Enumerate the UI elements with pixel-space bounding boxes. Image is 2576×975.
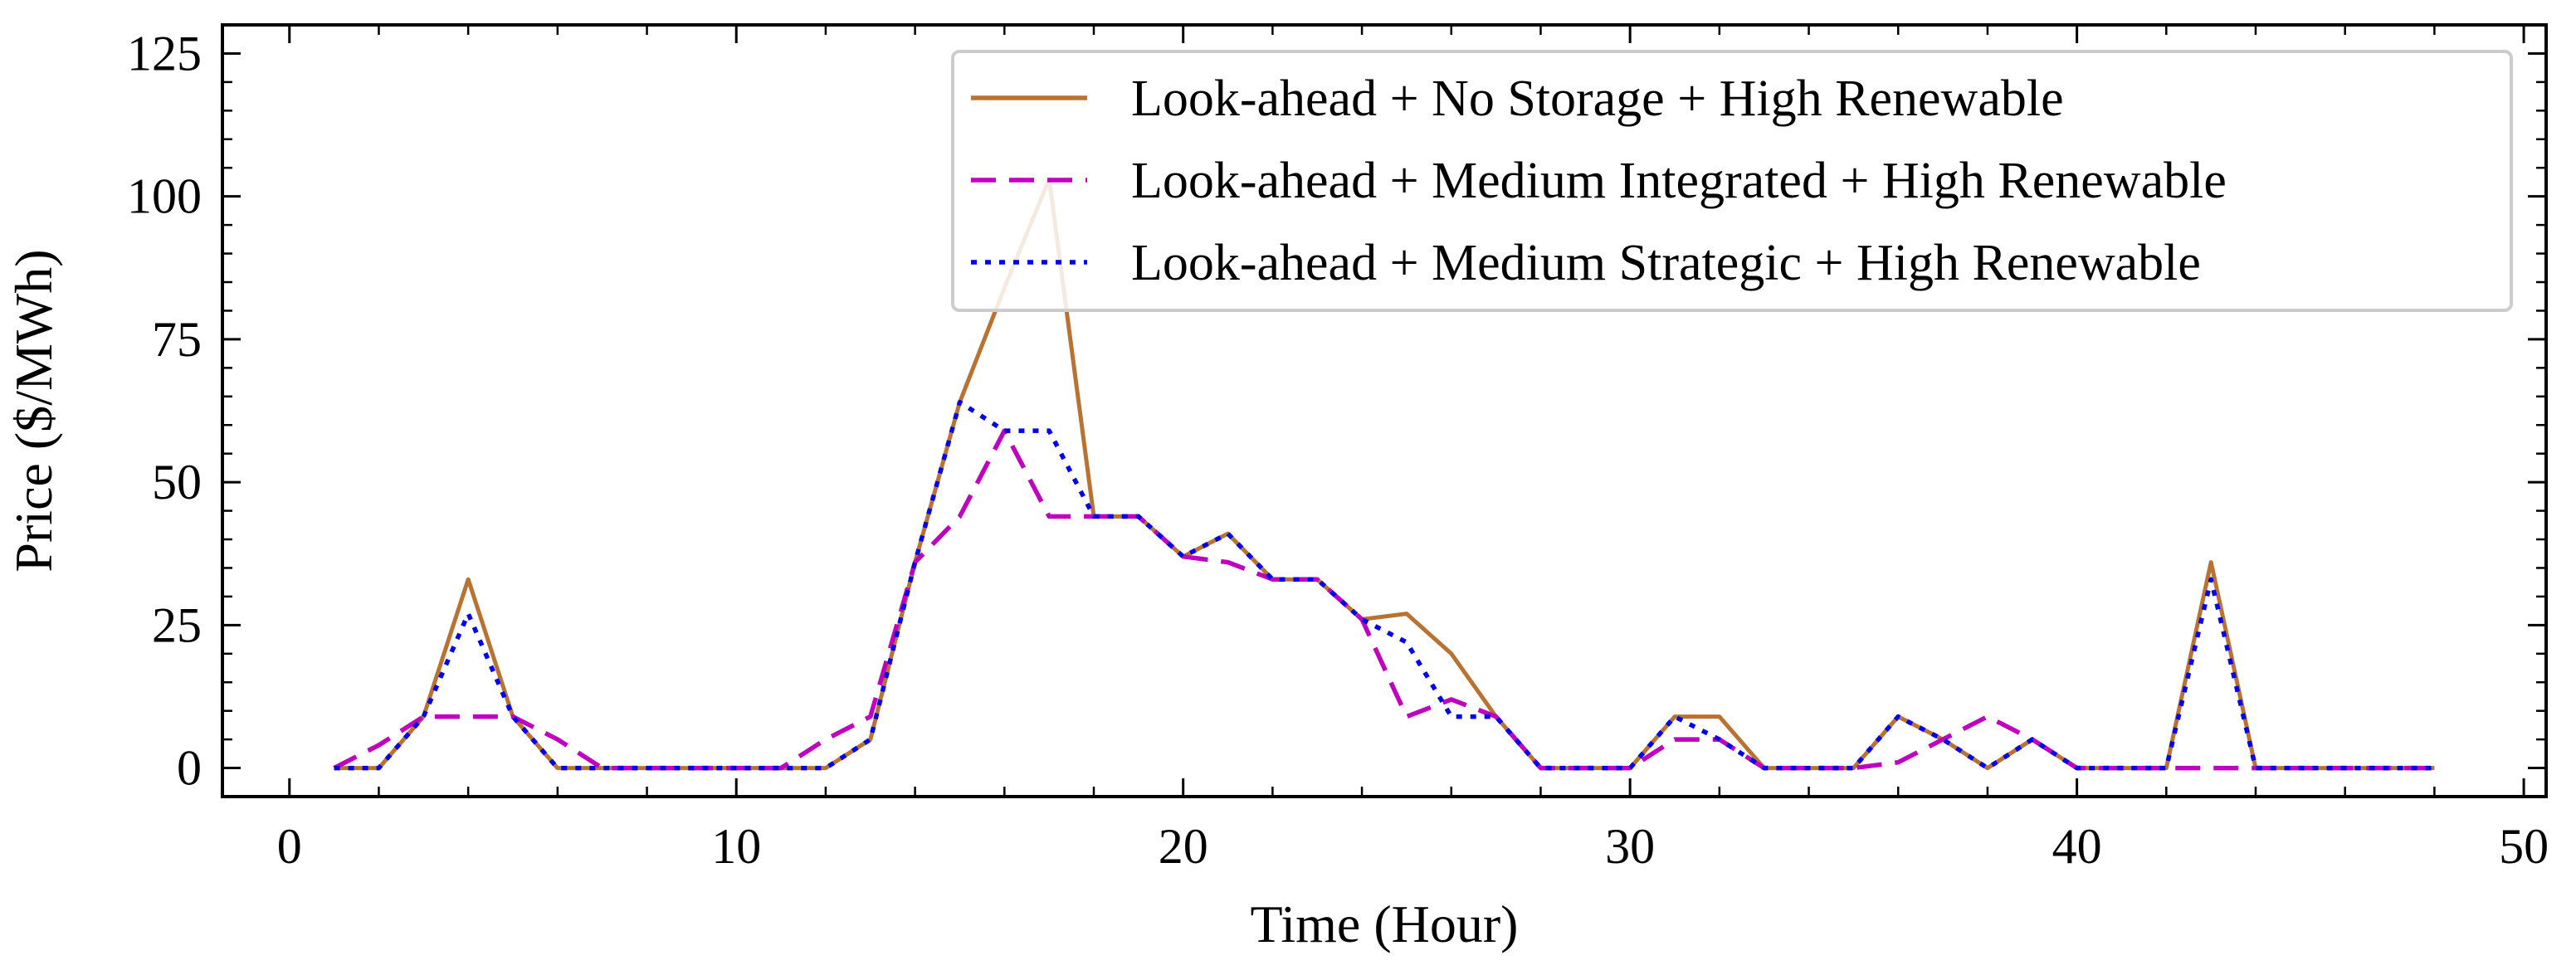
y-tick-label: 125 (127, 26, 202, 80)
x-tick-label: 40 (2052, 819, 2102, 874)
x-tick-label: 10 (711, 819, 761, 874)
x-tick-label: 30 (1605, 819, 1655, 874)
y-tick-label: 75 (152, 312, 202, 367)
legend-label-1: Look-ahead + No Storage + High Renewable (1131, 71, 2064, 127)
series-layer (333, 177, 2435, 771)
x-tick-label: 20 (1159, 819, 1208, 874)
series-line-2 (333, 428, 2435, 771)
series-line-3 (334, 399, 2435, 771)
x-tick-label: 50 (2499, 819, 2549, 874)
legend: Look-ahead + No Storage + High Renewable… (951, 50, 2513, 312)
y-tick-label: 25 (152, 597, 202, 652)
y-tick-label: 0 (177, 741, 202, 796)
plot-frame (221, 23, 2548, 798)
y-tick-label: 50 (152, 455, 202, 509)
y-tick-label: 100 (127, 169, 202, 224)
legend-label-3: Look-ahead + Medium Strategic + High Ren… (1131, 235, 2201, 291)
legend-label-2: Look-ahead + Medium Integrated + High Re… (1131, 153, 2227, 209)
x-axis-label: Time (Hour) (1251, 895, 1519, 953)
legend-box (951, 50, 2513, 312)
y-axis-label: Price ($/MWh) (4, 249, 63, 572)
x-tick-label: 0 (277, 819, 302, 874)
ticks-layer: 0 10 20 30 40 50 0 25 50 75 100 125 (127, 25, 2549, 874)
